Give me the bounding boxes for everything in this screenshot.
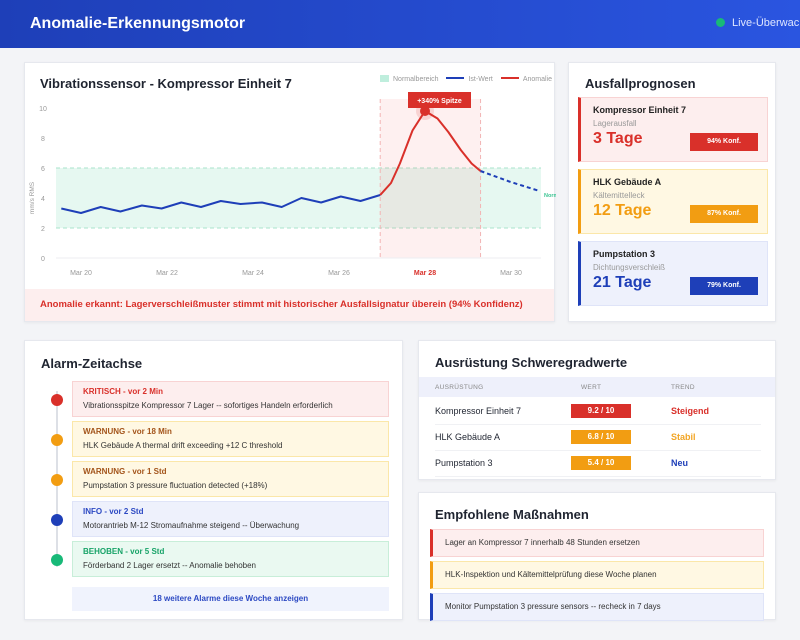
alarm-dot-icon	[51, 474, 63, 486]
alarm-item[interactable]: INFO - vor 2 Std Motorantrieb M-12 Stroma…	[72, 501, 389, 537]
equipment-severity-card: Ausrüstung Schweregradwerte AUSRÜSTUNG W…	[418, 340, 776, 480]
actions-title: Empfohlene Maßnahmen	[435, 507, 589, 522]
table-header: AUSRÜSTUNG WERT TREND	[419, 377, 775, 397]
alarm-heading: WARNUNG - vor 1 Std	[83, 467, 167, 476]
x-tick-label: Mar 30	[500, 270, 522, 277]
alarm-text: Motorantrieb M-12 Stromaufnahme steigend…	[83, 521, 300, 530]
alarm-heading: BEHOBEN - vor 5 Std	[83, 547, 165, 556]
equipment-name: Kompressor Einheit 7	[435, 406, 522, 416]
legend-actual: Ist-Wert	[446, 76, 493, 83]
normal-band	[56, 168, 541, 228]
forecast-equipment: Pumpstation 3	[593, 249, 656, 259]
action-item[interactable]: Lager an Kompressor 7 innerhalb 48 Stund…	[430, 529, 764, 557]
forecast-item[interactable]: HLK Gebäude A Kältemittelleck 12 Tage 87% K…	[578, 169, 768, 234]
legend-anomaly: Anomalie	[500, 76, 552, 83]
y-axis-label: mm/s RMS	[29, 181, 36, 214]
x-tick-label: Mar 22	[156, 270, 178, 277]
trend-label: Neu	[671, 458, 689, 468]
equipment-title: Ausrüstung Schweregradwerte	[435, 355, 628, 370]
normal-band-label: Normal	[544, 193, 556, 199]
x-tick-label: Mar 24	[242, 270, 264, 277]
alarm-dot-icon	[51, 394, 63, 406]
live-status: Live-Überwachung	[716, 17, 800, 29]
show-more-alarms-button[interactable]: 18 weitere Alarme diese Woche anzeigen	[72, 587, 389, 611]
action-item[interactable]: HLK-Inspektion und Kältemittelprüfung di…	[430, 561, 764, 589]
peak-marker	[420, 106, 430, 116]
y-tick-label: 4	[41, 196, 45, 203]
chart-title: Vibrationssensor - Kompressor Einheit 7	[40, 76, 292, 91]
action-item[interactable]: Monitor Pumpstation 3 pressure sensors -…	[430, 593, 764, 621]
alarm-title: Alarm-Zeitachse	[41, 356, 143, 371]
alarm-heading: WARNUNG - vor 18 Min	[83, 427, 172, 436]
alarm-item[interactable]: WARNUNG - vor 1 Std Pumpstation 3 pressur…	[72, 461, 389, 497]
confidence-badge: 79% Konf.	[690, 277, 758, 295]
table-row[interactable]: Pumpstation 3 5.4 / 10 Neu	[435, 451, 761, 477]
spike-label: +340% Spitze	[417, 98, 462, 105]
severity-value: 5.4 / 10	[571, 456, 631, 470]
alarm-heading: KRITISCH - vor 2 Min	[83, 387, 164, 396]
legend-normal: Normalbereich	[380, 75, 439, 83]
alarm-item[interactable]: BEHOBEN - vor 5 Std Förderband 2 Lager er…	[72, 541, 389, 577]
forecast-equipment: Kompressor Einheit 7	[593, 105, 687, 115]
recommended-actions-card: Empfohlene Maßnahmen Lager an Kompressor…	[418, 492, 776, 621]
column-equipment: AUSRÜSTUNG	[435, 384, 484, 391]
alarm-dot-icon	[51, 434, 63, 446]
forecast-days: 21 Tage	[593, 274, 652, 291]
forecast-days: 12 Tage	[593, 202, 652, 219]
trend-label: Stabil	[671, 432, 696, 442]
equipment-name: HLK Gebäude A	[435, 432, 501, 442]
anomaly-message: Anomalie erkannt: Lagerverschleißmuster …	[25, 289, 554, 321]
equipment-name: Pumpstation 3	[435, 458, 493, 468]
x-tick-label: Mar 26	[328, 270, 350, 277]
vibration-chart-card: 0 2 4 6 8 10 Mar 20 Mar 22 Mar 24 Mar 26 Mar 28 Mar…	[24, 62, 558, 322]
live-status-dot-icon	[716, 18, 725, 27]
y-tick-label: 2	[41, 226, 45, 233]
y-tick-label: 0	[41, 256, 45, 263]
severity-value: 9.2 / 10	[571, 404, 631, 418]
forecast-issue: Kältemittelleck	[593, 191, 645, 200]
forecast-title: Ausfallprognosen	[585, 76, 696, 91]
alarm-dot-icon	[51, 514, 63, 526]
x-tick-label: Mar 28	[414, 270, 436, 277]
chart-legend: Normalbereich Ist-Wert Anomalie	[380, 75, 558, 83]
alarm-heading: INFO - vor 2 Std	[83, 507, 144, 516]
alarm-text: Vibrationsspitze Kompressor 7 Lager -- s…	[83, 401, 333, 410]
alarm-text: Pumpstation 3 pressure fluctuation detec…	[83, 481, 268, 490]
y-tick-label: 10	[39, 106, 47, 113]
table-row[interactable]: HLK Gebäude A 6.8 / 10 Stabil	[435, 425, 761, 451]
anomaly-window	[380, 99, 481, 258]
severity-value: 6.8 / 10	[571, 430, 631, 444]
series-line-anomalie	[379, 110, 482, 196]
alarm-item[interactable]: KRITISCH - vor 2 Min Vibrationsspitze Kom…	[72, 381, 389, 417]
forecast-item[interactable]: Kompressor Einheit 7 Lagerausfall 3 Tage 94…	[578, 97, 768, 162]
forecast-days: 3 Tage	[593, 130, 643, 147]
forecast-card: Ausfallprognosen Kompressor Einheit 7 Lag…	[568, 62, 776, 322]
alarm-item[interactable]: WARNUNG - vor 18 Min HLK Gebäude A therma…	[72, 421, 389, 457]
confidence-badge: 94% Konf.	[690, 133, 758, 151]
forecast-item[interactable]: Pumpstation 3 Dichtungsverschleiß 21 Tage 7…	[578, 241, 768, 306]
confidence-badge: 87% Konf.	[690, 205, 758, 223]
x-tick-label: Mar 20	[70, 270, 92, 277]
spike-badge	[408, 92, 471, 108]
forecast-equipment: HLK Gebäude A	[593, 177, 662, 187]
column-value: WERT	[581, 384, 602, 391]
forecast-issue: Dichtungsverschleiß	[593, 263, 666, 272]
vibration-chart: 0 2 4 6 8 10 Mar 20 Mar 22 Mar 24 Mar 26 Mar 28 Mar…	[29, 92, 556, 277]
forecast-issue: Lagerausfall	[593, 119, 637, 128]
table-row[interactable]: Kompressor Einheit 7 9.2 / 10 Steigend	[435, 399, 761, 425]
alarm-text: HLK Gebäude A thermal drift exceeding +1…	[83, 441, 283, 450]
alarm-dot-icon	[51, 554, 63, 566]
alarm-text: Förderband 2 Lager ersetzt -- Anomalie b…	[83, 561, 256, 570]
y-tick-label: 6	[41, 166, 45, 173]
column-trend: TREND	[671, 384, 695, 391]
app-title: Anomalie-Erkennungsmotor	[30, 15, 246, 32]
trend-label: Steigend	[671, 406, 710, 416]
y-tick-label: 8	[41, 136, 45, 143]
alarm-timeline-card: Alarm-Zeitachse KRITISCH - vor 2 Min Vibr…	[24, 340, 403, 620]
live-status-label: Live-Überwachung	[732, 17, 800, 29]
app-header: Anomalie-Erkennungsmotor Live-Überwachun…	[0, 0, 800, 48]
